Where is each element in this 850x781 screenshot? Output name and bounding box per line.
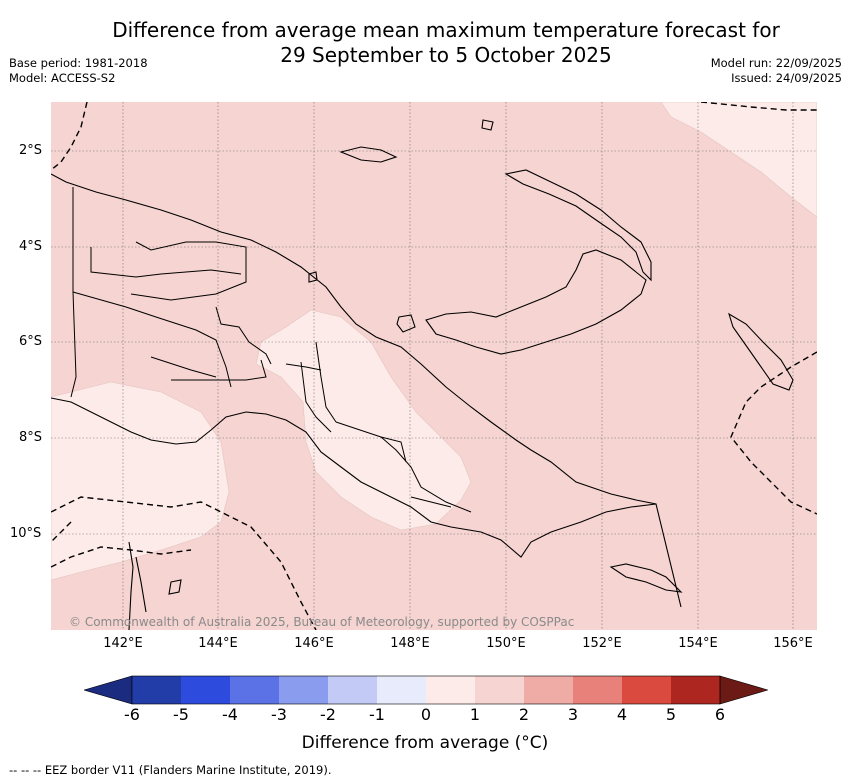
- colorbar-bin: [671, 676, 720, 704]
- colorbar-bin: [181, 676, 230, 704]
- colorbar-tick-label: -4: [222, 705, 238, 724]
- copyright-notice: © Commonwealth of Australia 2025, Bureau…: [69, 615, 574, 629]
- model-run-date: Model run: 22/09/2025: [710, 56, 842, 70]
- small-island-2: [396, 314, 416, 333]
- lat-label-4s: 4°S: [19, 239, 43, 254]
- colorbar: [84, 675, 768, 705]
- model-name: Model: ACCESS-S2: [9, 71, 116, 85]
- colorbar-tick-label: 5: [665, 705, 677, 724]
- lon-label-150e: 150°E: [486, 636, 526, 651]
- lat-label-8s: 8°S: [19, 430, 43, 445]
- colorbar-tick-label: 0: [420, 705, 432, 724]
- anomaly-region-0-to-1-southwest: [51, 381, 230, 581]
- colorbar-tick-label: 4: [616, 705, 628, 724]
- new-guinea-coast: [51, 173, 682, 608]
- lon-label-142e: 142°E: [103, 636, 143, 651]
- southeast-islands: [609, 563, 683, 593]
- anomaly-map: © Commonwealth of Australia 2025, Bureau…: [51, 102, 817, 630]
- colorbar-bin: [328, 676, 377, 704]
- lat-label-6s: 6°S: [19, 334, 43, 349]
- run-info: Model run: 22/09/2025 Issued: 24/09/2025: [711, 56, 842, 86]
- eez-legend: -- -- -- EEZ border V11 (Flanders Marine…: [9, 763, 332, 777]
- manus-coast: [339, 146, 398, 163]
- torres-islands: [168, 579, 182, 595]
- province-borders: [70, 187, 472, 513]
- anomaly-region-0-to-1-northeast: [660, 102, 817, 218]
- lon-label-144e: 144°E: [198, 636, 238, 651]
- colorbar-tick-label: 3: [567, 705, 579, 724]
- northern-island: [481, 119, 494, 131]
- title-line-1: Difference from average mean maximum tem…: [112, 18, 780, 42]
- colorbar-frame: [131, 675, 721, 705]
- lon-label-146e: 146°E: [294, 636, 334, 651]
- model-info: Base period: 1981-2018 Model: ACCESS-S2: [9, 56, 148, 86]
- colorbar-bin: [622, 676, 671, 704]
- colorbar-tick-label: -1: [369, 705, 385, 724]
- colorbar-bin: [426, 676, 475, 704]
- colorbar-below-min-arrow: [84, 675, 133, 705]
- lon-label-154e: 154°E: [678, 636, 718, 651]
- colorbar-bin: [230, 676, 279, 704]
- cape-york-coast: [128, 541, 147, 630]
- title-line-2: 29 September to 5 October 2025: [280, 43, 612, 67]
- anomaly-region-1-to-2: [51, 102, 817, 630]
- colorbar-bin: [475, 676, 524, 704]
- lat-label-2s: 2°S: [19, 143, 43, 158]
- colorbar-above-max-arrow: [719, 675, 768, 705]
- bougainville-coast: [728, 312, 794, 391]
- small-island-1: [308, 271, 318, 283]
- colorbar-tick-label: -5: [173, 705, 189, 724]
- colorbar-tick-label: -6: [124, 705, 140, 724]
- colorbar-tick-label: 6: [714, 705, 726, 724]
- new-ireland-coast: [504, 169, 652, 282]
- colorbar-bin: [132, 676, 181, 704]
- colorbar-tick-label: 2: [518, 705, 530, 724]
- anomaly-region-0-to-1-central: [255, 309, 472, 531]
- colorbar-bin: [377, 676, 426, 704]
- lon-label-156e: 156°E: [773, 636, 813, 651]
- map-title: Difference from average mean maximum tem…: [0, 18, 850, 68]
- coastlines: [51, 119, 794, 630]
- lon-label-148e: 148°E: [390, 636, 430, 651]
- colorbar-tick-label: 1: [469, 705, 481, 724]
- lat-label-10s: 10°S: [10, 526, 42, 541]
- colorbar-bin: [573, 676, 622, 704]
- base-period: Base period: 1981-2018: [9, 56, 148, 70]
- colorbar-bin: [279, 676, 328, 704]
- new-britain-coast: [425, 249, 647, 355]
- colorbar-tick-label: -2: [320, 705, 336, 724]
- colorbar-bin: [524, 676, 573, 704]
- colorbar-title: Difference from average (°C): [301, 733, 549, 753]
- eez-borders: [51, 102, 817, 630]
- graticule: [51, 102, 817, 630]
- lon-label-152e: 152°E: [582, 636, 622, 651]
- issued-date: Issued: 24/09/2025: [731, 71, 842, 85]
- colorbar-tick-label: -3: [271, 705, 287, 724]
